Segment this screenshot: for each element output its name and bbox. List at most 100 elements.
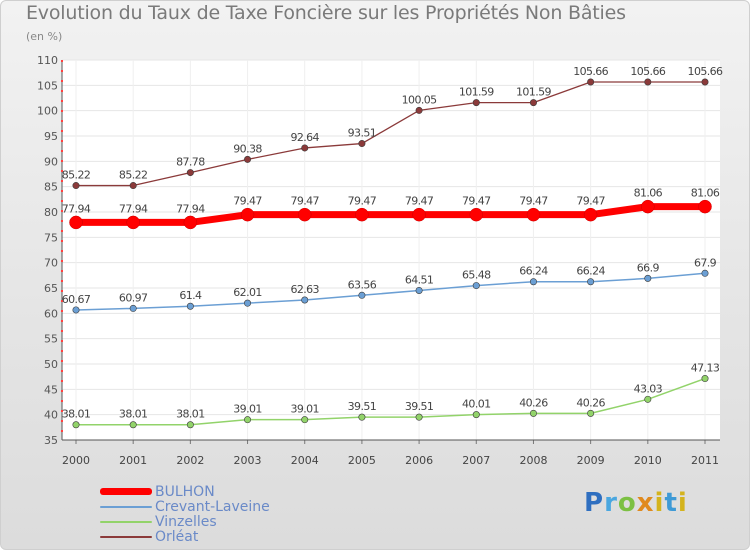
data-label-orl-at: 87.78 xyxy=(176,156,205,169)
data-point-orl-at xyxy=(644,78,652,86)
data-point-vinzelles xyxy=(701,375,709,383)
legend-label-bulhon: BULHON xyxy=(155,483,215,500)
legend-label-orleat: Orléat xyxy=(155,528,199,545)
data-point-bulhon xyxy=(240,207,255,222)
data-label-vinzelles: 40.26 xyxy=(519,396,548,409)
data-label-bulhon: 79.47 xyxy=(233,195,262,208)
x-tick-label: 2004 xyxy=(291,454,319,467)
data-label-bulhon: 77.94 xyxy=(119,202,148,215)
x-tick-label: 2011 xyxy=(691,454,719,467)
data-label-orl-at: 85.22 xyxy=(62,169,91,182)
data-label-orl-at: 100.05 xyxy=(402,93,437,106)
legend: BULHON Crevant-Laveine Vinzelles Orléat xyxy=(100,483,270,545)
legend-item-vinzelles: Vinzelles xyxy=(100,514,270,530)
chart-title: Evolution du Taux de Taxe Foncière sur l… xyxy=(26,2,626,24)
data-point-crevant-laveine xyxy=(358,291,366,299)
logo-letter: t xyxy=(664,488,678,518)
data-point-vinzelles xyxy=(644,395,652,403)
data-point-bulhon xyxy=(355,207,369,222)
legend-swatch-vinzelles xyxy=(100,520,152,523)
data-point-orl-at xyxy=(301,144,309,152)
legend-item-orleat: Orléat xyxy=(100,528,270,545)
data-label-orl-at: 85.22 xyxy=(119,169,148,182)
data-point-vinzelles xyxy=(129,421,137,429)
y-tick-label: 35 xyxy=(44,434,58,447)
data-label-orl-at: 90.38 xyxy=(233,142,262,155)
logo-letter: i xyxy=(654,488,665,518)
data-label-orl-at: 105.66 xyxy=(630,65,665,78)
data-point-crevant-laveine xyxy=(244,299,252,307)
data-point-bulhon xyxy=(526,207,541,222)
data-label-vinzelles: 43.03 xyxy=(634,382,663,395)
y-tick-label: 65 xyxy=(44,282,58,295)
legend-label-crevant-laveine: Crevant-Laveine xyxy=(155,498,270,515)
data-label-vinzelles: 38.01 xyxy=(176,408,205,421)
data-label-bulhon: 79.47 xyxy=(462,195,491,208)
data-point-orl-at xyxy=(129,182,137,190)
data-point-vinzelles xyxy=(301,416,309,424)
data-point-crevant-laveine xyxy=(529,278,537,286)
y-axis-unit: (en %) xyxy=(26,30,63,43)
data-point-orl-at xyxy=(529,99,537,107)
data-label-crevant-laveine: 64.51 xyxy=(405,273,434,286)
y-tick-label: 70 xyxy=(44,257,58,270)
data-point-crevant-laveine xyxy=(701,269,709,277)
data-label-crevant-laveine: 60.67 xyxy=(62,293,91,306)
x-tick-label: 2006 xyxy=(405,454,433,467)
data-label-bulhon: 79.47 xyxy=(405,195,434,208)
logo-letter: x xyxy=(636,488,655,518)
x-tick-label: 2002 xyxy=(176,454,204,467)
data-point-crevant-laveine xyxy=(129,304,137,312)
data-label-bulhon: 79.47 xyxy=(576,195,605,208)
data-label-crevant-laveine: 60.97 xyxy=(119,291,148,304)
y-tick-label: 50 xyxy=(44,358,58,371)
data-label-vinzelles: 39.01 xyxy=(290,403,319,416)
data-label-vinzelles: 38.01 xyxy=(119,408,148,421)
y-tick-label: 75 xyxy=(44,231,58,244)
y-tick-label: 95 xyxy=(44,130,58,143)
data-label-crevant-laveine: 67.9 xyxy=(694,256,717,269)
data-point-orl-at xyxy=(358,140,366,148)
y-tick-label: 100 xyxy=(37,105,58,118)
data-point-vinzelles xyxy=(587,409,595,417)
data-point-orl-at xyxy=(72,182,80,190)
data-point-crevant-laveine xyxy=(186,302,194,310)
series-line-crevant-laveine xyxy=(75,272,706,311)
data-label-crevant-laveine: 66.9 xyxy=(637,261,660,274)
y-tick-label: 60 xyxy=(44,307,58,320)
series-line-vinzelles xyxy=(75,377,706,426)
plot-area xyxy=(62,60,720,440)
y-tick-label: 85 xyxy=(44,181,58,194)
data-point-vinzelles xyxy=(415,413,423,421)
x-tick-label: 2007 xyxy=(462,454,490,467)
data-label-crevant-laveine: 61.4 xyxy=(179,289,202,302)
data-point-orl-at xyxy=(244,155,252,163)
data-point-vinzelles xyxy=(529,409,537,417)
data-label-crevant-laveine: 65.48 xyxy=(462,269,491,282)
data-point-bulhon xyxy=(126,215,140,230)
logo-letter: r xyxy=(604,488,618,518)
data-point-vinzelles xyxy=(244,416,252,424)
x-tick-label: 2008 xyxy=(519,454,547,467)
data-point-crevant-laveine xyxy=(301,296,309,304)
data-point-crevant-laveine xyxy=(72,306,80,314)
y-tick-label: 55 xyxy=(44,333,58,346)
data-point-crevant-laveine xyxy=(472,282,480,290)
data-point-crevant-laveine xyxy=(587,278,595,286)
data-point-orl-at xyxy=(472,99,480,107)
x-tick-label: 2005 xyxy=(348,454,376,467)
data-point-bulhon xyxy=(69,215,83,230)
data-label-bulhon: 81.06 xyxy=(634,187,663,200)
data-label-bulhon: 79.47 xyxy=(290,195,319,208)
data-label-crevant-laveine: 66.24 xyxy=(576,265,605,278)
logo-letter: i xyxy=(677,488,688,518)
data-label-crevant-laveine: 62.01 xyxy=(233,286,262,299)
y-tick-label: 45 xyxy=(44,383,58,396)
data-point-vinzelles xyxy=(358,413,366,421)
data-label-vinzelles: 47.13 xyxy=(691,362,720,375)
x-tick-label: 2000 xyxy=(62,454,90,467)
logo-letter: P xyxy=(584,488,605,518)
y-tick-label: 40 xyxy=(44,409,58,422)
x-tick-label: 2010 xyxy=(634,454,662,467)
